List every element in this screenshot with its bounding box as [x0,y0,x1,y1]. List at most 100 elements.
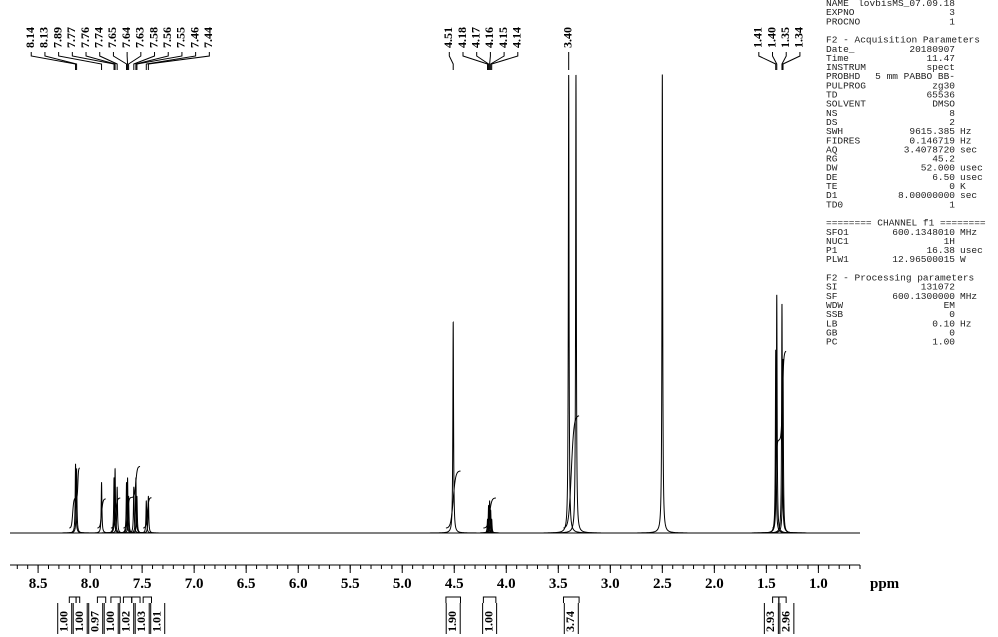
param-unit: K [960,181,966,192]
param-name: PC [826,337,838,348]
peak-label-connector [145,52,197,70]
integral-curve [69,497,77,529]
peak-label-connector [489,52,491,70]
integral-bracket [96,596,107,603]
param-value: 0 [949,309,955,320]
param-name: NUC1 [826,236,849,247]
integral-bracket [482,596,497,603]
integral-label: 1.00 [103,611,117,632]
param-name: PLW1 [826,254,849,265]
integral-curve [563,415,580,529]
integral-bracket [110,596,121,603]
x-tick-label: 4.5 [445,576,464,592]
param-section-title: F2 - Acquisition Parameters [826,35,980,46]
integral-curve [772,439,780,529]
param-name: DE [826,172,838,183]
param-value: 11.47 [926,53,955,64]
param-name: P1 [826,245,838,256]
integral-bracket [131,596,141,603]
peak-label: 7.55 [174,27,188,48]
param-section-title: ======== CHANNEL f1 ======== [826,218,986,229]
integral-label: 3.74 [563,611,577,632]
peak-label-connector [491,52,519,70]
x-tick-label: 3.5 [549,576,568,592]
integral-bracket [562,596,580,603]
integral-curve [97,498,106,529]
param-value: 65536 [926,90,955,101]
peak-label-connector [58,52,103,70]
param-value: 1 [949,199,955,210]
integral-curve [778,350,787,441]
integral-label: 1.00 [481,611,495,632]
integral-bracket [68,596,77,603]
param-name: RG [826,154,838,165]
param-name: PULPROG [826,80,866,91]
peak-label-connector [135,52,169,70]
x-tick-label: 3.0 [601,576,620,592]
peak-label-connector [85,52,116,70]
param-value: 12.96500015 [892,254,955,265]
peak [637,74,688,534]
peak [123,495,174,534]
integral-curve [445,470,461,529]
param-name: SWH [826,126,843,137]
peak [550,74,601,534]
x-tick-label: 1.0 [809,576,828,592]
peak-label-connector [772,52,778,70]
param-value: 600.1348010 [892,227,955,238]
x-tick-label: 8.5 [29,576,48,592]
param-name: SOLVENT [826,99,866,110]
peak-label: 7.58 [146,27,160,48]
param-name: TE [826,181,838,192]
param-name: LB [826,318,838,329]
peak-label-connector [133,52,156,70]
param-name: SFO1 [826,227,849,238]
param-unit: Hz [960,126,971,137]
param-value: DMSO [932,99,955,110]
peak-label-connector [490,52,505,70]
param-value: lovbisMS_07.09.18 [858,0,955,9]
integral-curve [75,467,80,499]
param-unit: sec [960,190,977,201]
x-tick-label: 2.5 [653,576,672,592]
integral-bracket [75,596,81,603]
param-unit: usec [960,245,983,256]
integral-label: 1.00 [56,611,70,632]
param-value: 0 [949,181,955,192]
param-value: 8.00000000 [898,190,955,201]
param-value: 8 [949,108,955,119]
param-name: FIDRES [826,135,861,146]
param-value: 5 mm PABBO BB- [875,71,955,82]
param-name: DS [826,117,838,128]
param-value: 3 [949,7,955,18]
integral-label: 2.93 [763,611,777,632]
param-name: DW [826,163,838,174]
integral-label: 0.97 [87,611,101,632]
peak-label: 7.63 [133,27,147,48]
integral-label: 1.01 [149,611,163,632]
param-name: TD [826,90,838,101]
x-tick-label: 8.0 [81,576,100,592]
param-value: 9615.385 [909,126,955,137]
integral-label: 2.96 [779,611,793,632]
peak-label: 4.14 [510,27,524,48]
integral-bracket [772,596,780,603]
param-value: 20180907 [909,44,955,55]
param-unit: usec [960,163,983,174]
peak-label: 7.74 [91,27,105,48]
param-value: 6.50 [932,172,955,183]
param-value: 52.000 [921,163,956,174]
param-section-title: F2 - Processing parameters [826,273,974,284]
param-unit: MHz [960,291,977,302]
param-value: 0 [949,327,955,338]
param-name: INSTRUM [826,62,866,73]
peak-label: 4.15 [496,27,510,48]
param-value: 1 [949,16,955,27]
x-tick-label: 6.5 [237,576,256,592]
param-unit: usec [960,172,983,183]
param-value: 16.38 [926,245,955,256]
param-value: EM [944,300,956,311]
peak-label-connector [99,52,118,70]
